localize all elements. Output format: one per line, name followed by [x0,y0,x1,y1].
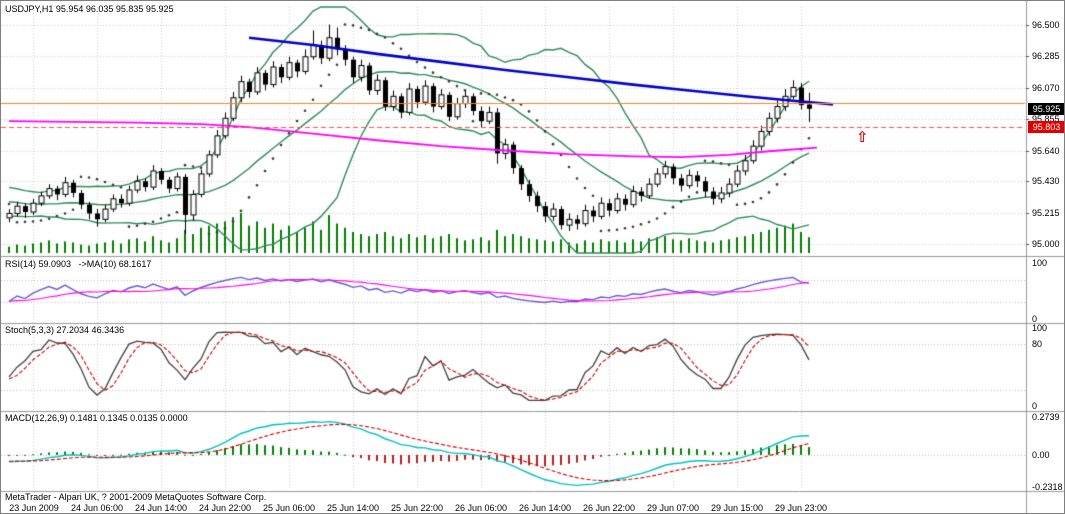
time-axis-label: 29 Jun 15:00 [710,503,764,513]
time-axis-label: 25 Jun 22:00 [390,503,444,513]
time-axis-label: 24 Jun 14:00 [134,503,188,513]
time-axis-label: 25 Jun 06:00 [262,503,316,513]
price-tick-label: 95.640 [1032,146,1060,156]
time-axis-label: 23 Jun 2009 [9,503,59,513]
indicator-scale-label: -0.2318 [1032,482,1063,492]
price-tick-label: 96.070 [1032,83,1060,93]
price-tick-label: 95.430 [1032,176,1060,186]
price-tick-label: 95.215 [1032,208,1060,218]
indicator-scale-label: 0 [1032,401,1038,411]
time-axis-label: 26 Jun 06:00 [454,503,508,513]
stoch-indicator-title: Stoch(5,3,3) 27.2034 46.3436 [5,325,125,335]
time-axis-label: 25 Jun 14:00 [326,503,380,513]
macd-indicator-title: MACD(12,26,9) 0.1481 0.1345 0.0135 0.000… [5,413,188,423]
bid-price-badge: 95.925 [1028,103,1064,115]
indicator-scale-label: 0.00 [1032,450,1050,460]
indicator-scale-label: 100 [1032,258,1048,268]
price-tick-label: 96.285 [1032,51,1060,61]
indicator-scale-label: 100 [1032,323,1048,333]
time-axis-label: 24 Jun 06:00 [70,503,124,513]
time-axis-label: 29 Jun 07:00 [646,503,700,513]
copyright-text: MetaTrader - Alpari UK, ? 2001-2009 Meta… [5,492,267,502]
indicator-scale-label: 80 [1032,339,1043,349]
price-tick-label: 95.000 [1032,239,1060,249]
price-tick-label: 96.500 [1032,20,1060,30]
indicator-scale-label: 0.2739 [1032,412,1060,422]
time-axis-label: 26 Jun 22:00 [582,503,636,513]
time-axis-label: 26 Jun 14:00 [518,503,572,513]
price-tick-label: 95.855 [1032,114,1060,124]
time-axis-label: 29 Jun 23:00 [774,503,828,513]
chart-title: USDJPY,H1 95.954 96.035 95.835 95.925 [5,4,174,14]
time-axis-label: 24 Jun 22:00 [198,503,252,513]
hline-price-badge: 95.803 [1028,121,1064,133]
indicator-scale-label: 0 [1032,314,1038,324]
up-arrow-annotation[interactable]: ⇧ [856,129,869,146]
rsi-indicator-title: RSI(14) 59.0903 ->MA(10) 68.1617 [5,259,152,269]
